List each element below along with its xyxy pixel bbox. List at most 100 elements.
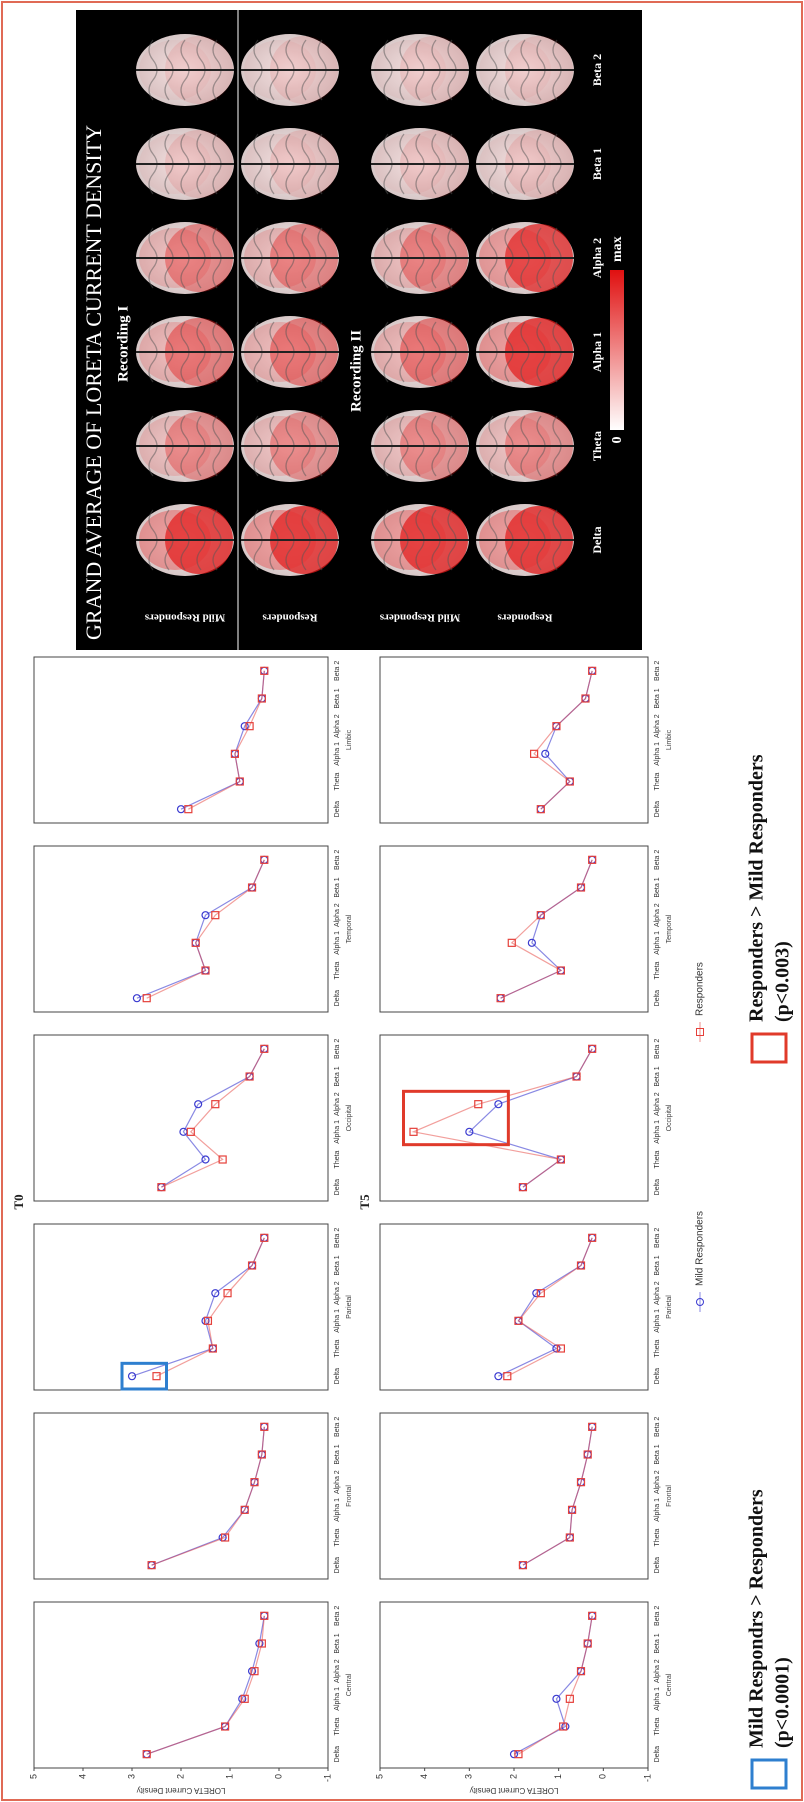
y-tick-label: 0 <box>273 1774 283 1779</box>
x-tick-label: Alpha 2 <box>334 1659 341 1683</box>
y-tick-label: 5 <box>374 1774 384 1779</box>
x-tick-label: Theta <box>334 772 341 790</box>
legend-label: Mild Responders <box>695 1211 706 1286</box>
x-tick-label: Theta <box>334 1150 341 1168</box>
x-tick-label: Beta 2 <box>334 1039 341 1059</box>
x-axis-label: Limbic <box>346 729 353 750</box>
x-tick-label: Alpha 1 <box>654 1309 661 1333</box>
x-tick-label: Beta 2 <box>334 661 341 681</box>
x-tick-label: Alpha 2 <box>654 1281 661 1305</box>
x-tick-label: Beta 2 <box>654 850 661 870</box>
x-tick-label: Delta <box>654 1557 661 1573</box>
x-tick-label: Beta 2 <box>654 1039 661 1059</box>
y-tick-label: -1 <box>642 1774 652 1782</box>
row-label: Responders <box>262 611 318 623</box>
x-tick-label: Delta <box>334 1746 341 1762</box>
colorbar-max: max <box>610 236 625 262</box>
x-tick-label: Theta <box>334 1339 341 1357</box>
x-axis-label: Frontal <box>346 1485 353 1507</box>
colorbar <box>610 270 624 430</box>
x-tick-label: Theta <box>654 1339 661 1357</box>
plot-area <box>34 1224 328 1390</box>
x-tick-label: Delta <box>334 1179 341 1195</box>
x-tick-label: Delta <box>334 801 341 817</box>
x-tick-label: Alpha 1 <box>654 1498 661 1522</box>
y-tick-label: 1 <box>553 1774 563 1779</box>
plot-area <box>380 1035 648 1201</box>
x-axis-label: Temporal <box>666 914 673 943</box>
panel-title: T5 <box>357 1194 372 1210</box>
y-tick-label: 3 <box>126 1774 136 1779</box>
y-tick-label: 3 <box>464 1774 474 1779</box>
x-tick-label: Beta 2 <box>654 1606 661 1626</box>
recording-label: Recording II <box>348 330 364 412</box>
x-tick-label: Beta 2 <box>654 1417 661 1437</box>
band-label: Alpha 1 <box>590 332 604 372</box>
x-tick-label: Theta <box>654 1717 661 1735</box>
x-tick-label: Alpha 2 <box>654 1470 661 1494</box>
x-tick-label: Delta <box>654 801 661 817</box>
x-tick-label: Beta 1 <box>334 877 341 897</box>
x-tick-label: Beta 1 <box>334 1066 341 1086</box>
x-axis-label: Occipital <box>666 1104 673 1131</box>
plot-area <box>380 846 648 1012</box>
band-label: Alpha 2 <box>590 238 604 278</box>
row-label: Mild Responders <box>379 611 460 623</box>
plot-area <box>34 1035 328 1201</box>
x-tick-label: Beta 1 <box>654 877 661 897</box>
y-tick-label: 0 <box>598 1774 608 1779</box>
y-axis-label: LORETA Current Density <box>470 1786 559 1795</box>
x-tick-label: Delta <box>334 1557 341 1573</box>
x-tick-label: Alpha 2 <box>334 1470 341 1494</box>
x-tick-label: Beta 2 <box>654 1228 661 1248</box>
x-tick-label: Delta <box>334 1368 341 1384</box>
x-tick-label: Beta 2 <box>334 1417 341 1437</box>
y-axis-label: LORETA Current Density <box>137 1786 226 1795</box>
x-axis-label: Limbic <box>666 729 673 750</box>
x-tick-label: Alpha 1 <box>334 1120 341 1144</box>
plot-area <box>34 846 328 1012</box>
x-tick-label: Beta 1 <box>654 1444 661 1464</box>
x-tick-label: Alpha 1 <box>334 931 341 955</box>
band-label: Delta <box>590 526 604 553</box>
figure: -1 0 1 2 3 4 5 LORETA Current Density Delta Theta… <box>0 0 804 1802</box>
x-tick-label: Alpha 2 <box>334 1092 341 1116</box>
plot-area <box>380 1413 648 1579</box>
x-tick-label: Beta 1 <box>334 1633 341 1653</box>
plot-area <box>380 1602 648 1768</box>
x-tick-label: Beta 1 <box>334 1255 341 1275</box>
band-label: Theta <box>590 431 604 461</box>
plot-area <box>380 657 648 823</box>
x-tick-label: Delta <box>654 990 661 1006</box>
x-axis-label: Occipital <box>346 1104 353 1131</box>
x-tick-label: Alpha 1 <box>654 742 661 766</box>
y-tick-label: 2 <box>508 1774 518 1779</box>
x-tick-label: Alpha 1 <box>334 742 341 766</box>
x-tick-label: Beta 1 <box>654 1066 661 1086</box>
y-tick-label: 2 <box>175 1774 185 1779</box>
x-tick-label: Theta <box>654 1528 661 1546</box>
colorbar-min: 0 <box>610 437 625 444</box>
x-tick-label: Alpha 2 <box>654 714 661 738</box>
x-tick-label: Theta <box>654 1150 661 1168</box>
y-tick-label: 4 <box>419 1774 429 1779</box>
x-axis-label: Temporal <box>346 914 353 943</box>
annotation-detail: (p<0.003) <box>772 941 794 1022</box>
x-tick-label: Beta 1 <box>654 1255 661 1275</box>
x-tick-label: Beta 2 <box>334 850 341 870</box>
row-label: Mild Responders <box>144 611 225 623</box>
x-tick-label: Alpha 1 <box>654 931 661 955</box>
x-tick-label: Alpha 1 <box>334 1498 341 1522</box>
x-tick-label: Alpha 1 <box>334 1309 341 1333</box>
y-tick-label: 1 <box>224 1774 234 1779</box>
x-tick-label: Beta 1 <box>334 688 341 708</box>
x-axis-label: Parietal <box>666 1295 673 1319</box>
x-tick-label: Beta 1 <box>654 1633 661 1653</box>
plot-area <box>34 1602 328 1768</box>
plot-area <box>34 657 328 823</box>
recording-label: Recording I <box>115 306 131 382</box>
x-tick-label: Delta <box>654 1368 661 1384</box>
x-tick-label: Alpha 2 <box>334 1281 341 1305</box>
x-tick-label: Delta <box>654 1746 661 1762</box>
annotation-text: Responders > Mild Responders <box>746 754 768 1022</box>
